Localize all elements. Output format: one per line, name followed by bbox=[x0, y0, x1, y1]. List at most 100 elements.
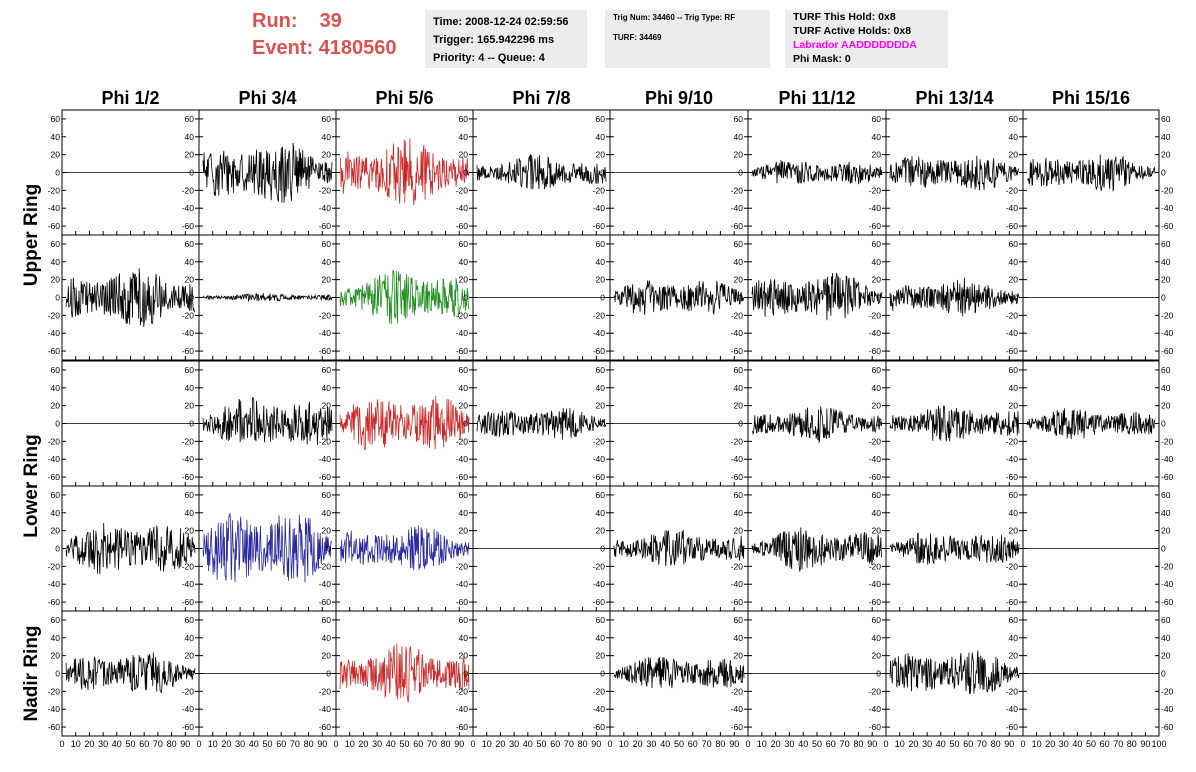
y-tick-label: 40 bbox=[459, 633, 469, 643]
y-tick-label: 60 bbox=[734, 615, 744, 625]
x-tick-label: 50 bbox=[674, 739, 684, 749]
x-tick-label: 30 bbox=[784, 739, 794, 749]
y-tick-label: 0 bbox=[326, 419, 331, 429]
y-tick-label: 60 bbox=[872, 615, 882, 625]
y-tick-label: 40 bbox=[1009, 257, 1019, 267]
y-tick-label: -20 bbox=[1006, 185, 1019, 195]
y-tick-label: -40 bbox=[182, 579, 195, 589]
y-tick-label: 0 bbox=[1161, 293, 1166, 303]
y-tick-label: 0 bbox=[463, 168, 468, 178]
waveform-trace bbox=[751, 527, 883, 573]
y-tick-label: -20 bbox=[456, 310, 469, 320]
x-tick-label: 70 bbox=[840, 739, 850, 749]
y-tick-label: 60 bbox=[596, 490, 606, 500]
x-tick-label: 90 bbox=[591, 739, 601, 749]
y-tick-label: -20 bbox=[456, 436, 469, 446]
y-tick-label: 60 bbox=[322, 239, 332, 249]
y-tick-label: -40 bbox=[1161, 328, 1174, 338]
x-tick-label: 60 bbox=[826, 739, 836, 749]
y-tick-label: -40 bbox=[731, 579, 744, 589]
y-tick-label: -60 bbox=[593, 221, 606, 231]
trigger-time-text: Trigger: 165.942296 ms bbox=[433, 34, 555, 46]
panel-frame bbox=[335, 485, 474, 612]
y-tick-label: 20 bbox=[1161, 150, 1171, 160]
waveform-trace bbox=[65, 522, 196, 575]
y-tick-label: 20 bbox=[322, 275, 332, 285]
column-header: Phi 3/4 bbox=[238, 88, 296, 108]
y-tick-label: 40 bbox=[185, 633, 195, 643]
y-tick-label: 20 bbox=[872, 526, 882, 536]
y-tick-label: 40 bbox=[872, 132, 882, 142]
waveform-trace bbox=[339, 269, 470, 325]
y-tick-label: 60 bbox=[1009, 615, 1019, 625]
y-tick-label: -60 bbox=[319, 597, 332, 607]
y-tick-label: 60 bbox=[51, 615, 61, 625]
x-tick-label: 10 bbox=[757, 739, 767, 749]
waveform-trace bbox=[339, 525, 470, 571]
y-tick-label: 40 bbox=[734, 257, 744, 267]
x-tick-label: 20 bbox=[221, 739, 231, 749]
y-tick-label: -20 bbox=[731, 185, 744, 195]
trig-num-text: Trig Num: 34460 -- Trig Type: RF bbox=[613, 13, 736, 22]
y-tick-label: -40 bbox=[1006, 203, 1019, 213]
y-tick-label: -60 bbox=[731, 221, 744, 231]
y-tick-label: 60 bbox=[734, 365, 744, 375]
y-tick-label: 60 bbox=[734, 114, 744, 124]
x-tick-label: 50 bbox=[536, 739, 546, 749]
y-tick-label: -60 bbox=[593, 722, 606, 732]
x-tick-label: 50 bbox=[949, 739, 959, 749]
y-tick-label: 40 bbox=[185, 508, 195, 518]
y-tick-label: 40 bbox=[734, 633, 744, 643]
y-tick-label: 0 bbox=[463, 293, 468, 303]
x-tick-label: 90 bbox=[180, 739, 190, 749]
y-tick-label: 0 bbox=[876, 669, 881, 679]
x-tick-label: 10 bbox=[895, 739, 905, 749]
y-tick-label: 0 bbox=[1161, 544, 1166, 554]
x-tick-label: 20 bbox=[84, 739, 94, 749]
y-tick-label: -60 bbox=[1006, 472, 1019, 482]
y-tick-label: -40 bbox=[182, 704, 195, 714]
y-tick-label: 0 bbox=[876, 419, 881, 429]
y-tick-label: -40 bbox=[869, 704, 882, 714]
y-tick-label: 20 bbox=[51, 401, 61, 411]
y-tick-label: 20 bbox=[1161, 526, 1171, 536]
y-tick-label: -20 bbox=[731, 310, 744, 320]
y-tick-label: -20 bbox=[1161, 436, 1174, 446]
x-tick-label: 40 bbox=[386, 739, 396, 749]
x-tick-label: 20 bbox=[633, 739, 643, 749]
y-tick-label: 60 bbox=[1161, 490, 1171, 500]
y-tick-label: 0 bbox=[55, 419, 60, 429]
x-tick-label: 30 bbox=[509, 739, 519, 749]
y-tick-label: 0 bbox=[1013, 293, 1018, 303]
y-tick-label: -20 bbox=[182, 686, 195, 696]
run-line: Run: 39 bbox=[252, 8, 397, 35]
y-tick-label: 0 bbox=[600, 419, 605, 429]
y-tick-label: 40 bbox=[459, 257, 469, 267]
y-tick-label: 20 bbox=[51, 526, 61, 536]
y-tick-label: 0 bbox=[1013, 669, 1018, 679]
y-tick-label: 20 bbox=[51, 651, 61, 661]
x-tick-label: 90 bbox=[454, 739, 464, 749]
y-tick-label: 20 bbox=[734, 275, 744, 285]
y-tick-label: -20 bbox=[731, 436, 744, 446]
run-event-header: Run: 39 Event: 4180560 bbox=[252, 8, 397, 62]
y-tick-label: 0 bbox=[326, 669, 331, 679]
y-tick-label: -20 bbox=[319, 686, 332, 696]
y-tick-label: 60 bbox=[51, 239, 61, 249]
waveform-trace bbox=[65, 652, 196, 694]
y-tick-label: 20 bbox=[322, 651, 332, 661]
y-tick-label: -20 bbox=[593, 185, 606, 195]
y-tick-label: -60 bbox=[48, 221, 61, 231]
column-header: Phi 5/6 bbox=[375, 88, 433, 108]
x-tick-label: 0 bbox=[745, 739, 750, 749]
y-tick-label: 20 bbox=[734, 526, 744, 536]
y-tick-label: -60 bbox=[869, 722, 882, 732]
y-tick-label: -60 bbox=[182, 722, 195, 732]
y-tick-label: -60 bbox=[869, 346, 882, 356]
x-tick-label: 60 bbox=[139, 739, 149, 749]
y-tick-label: 40 bbox=[1161, 257, 1171, 267]
y-tick-label: 60 bbox=[185, 114, 195, 124]
y-tick-label: 60 bbox=[1161, 114, 1171, 124]
y-tick-label: -20 bbox=[593, 310, 606, 320]
waveform-trace bbox=[202, 512, 333, 583]
